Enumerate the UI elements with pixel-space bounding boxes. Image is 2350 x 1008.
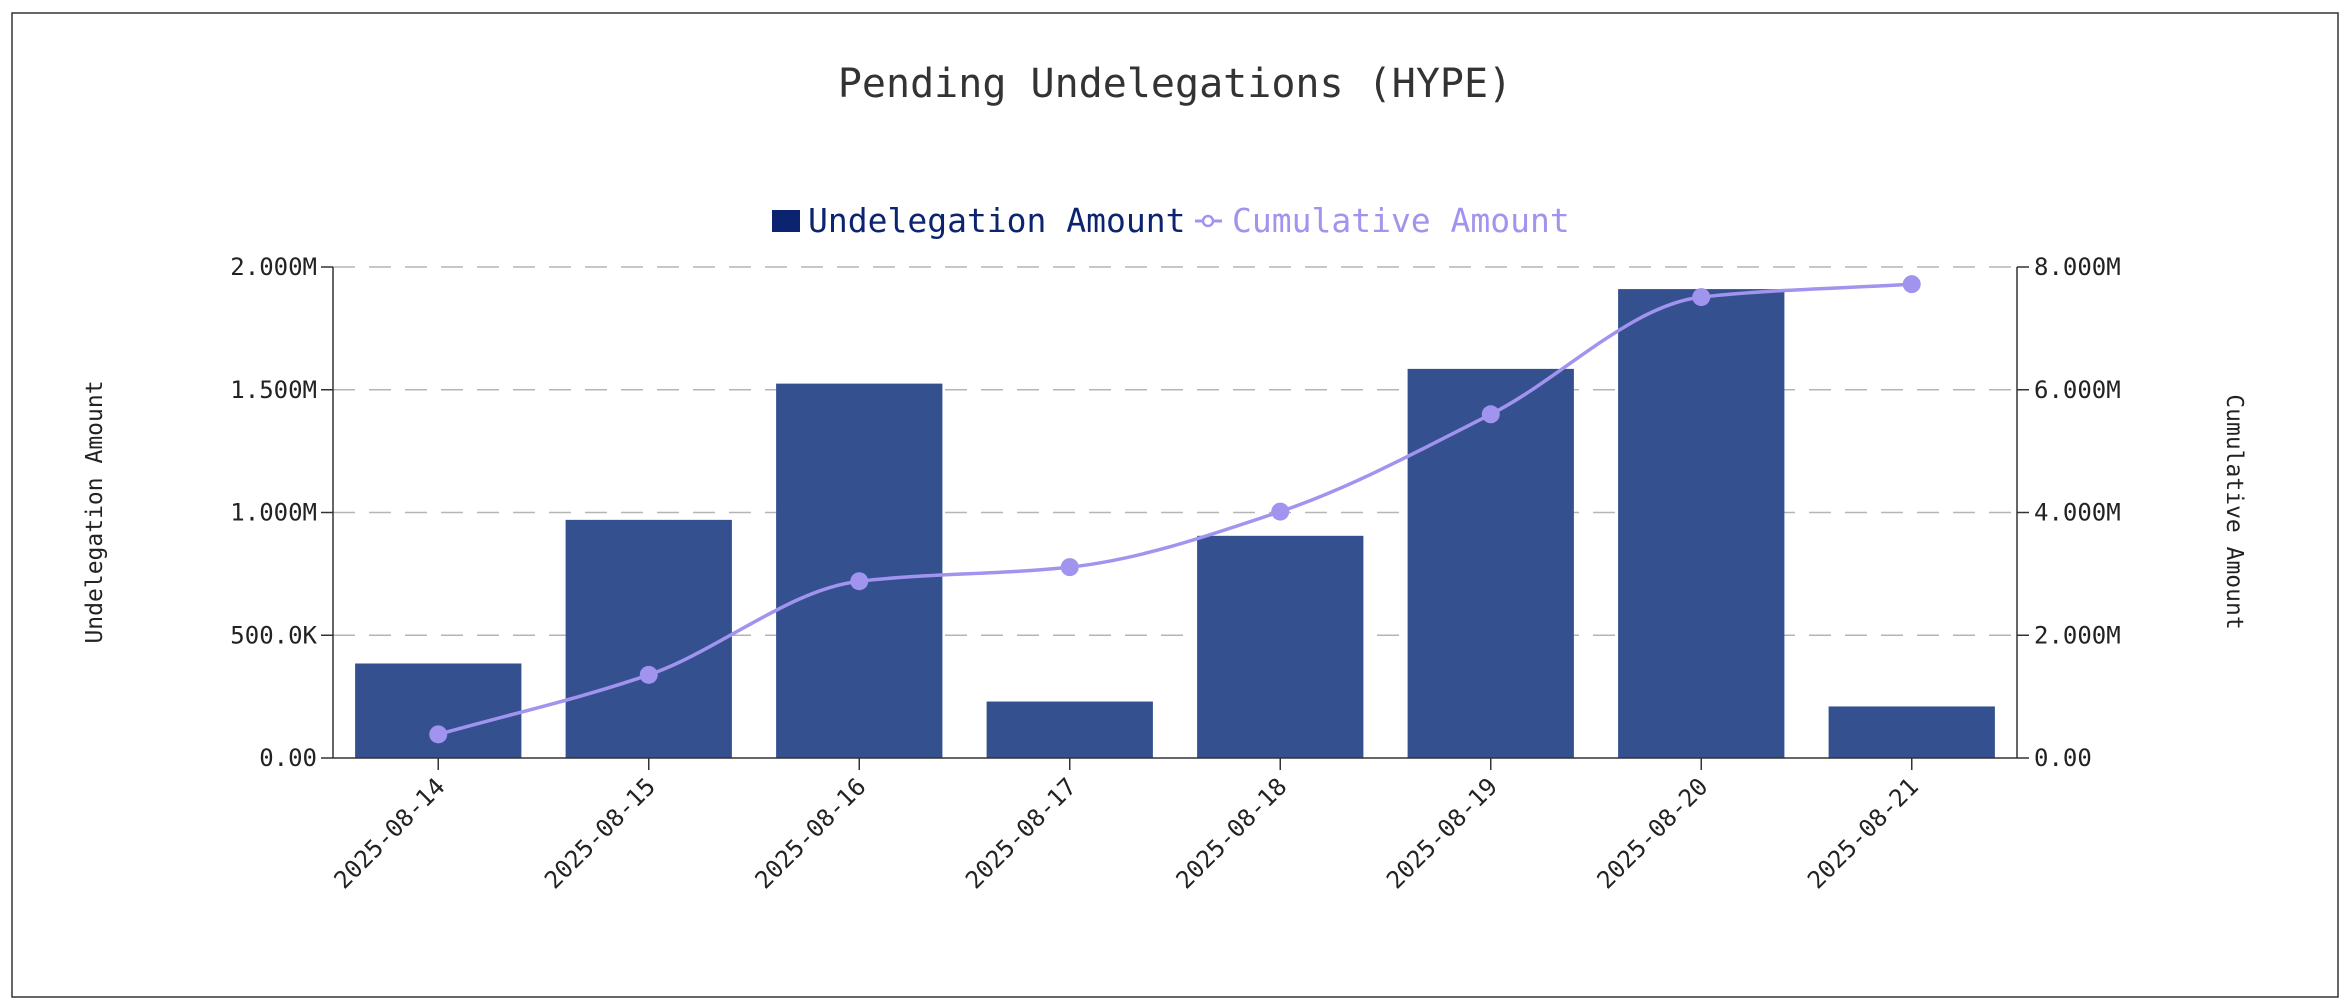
y-left-tick-label: 500.0K [230, 621, 317, 649]
y-left-tick-label: 1.000M [230, 499, 317, 527]
y-left-axis-title: Undelegation Amount [82, 380, 108, 643]
bar[interactable] [565, 519, 732, 758]
y-right-tick-label: 6.000M [2034, 376, 2121, 404]
x-tick-label: 2025-08-15 [539, 772, 661, 894]
legend-label: Cumulative Amount [1232, 201, 1570, 240]
bar[interactable] [1407, 368, 1574, 758]
axes: 0.00 500.0K 1.000M 1.500M 2.000M 0.00 2.000M 4.… [230, 253, 2120, 894]
y-left-tick-label: 1.500M [230, 376, 317, 404]
y-right-tick-label: 4.000M [2034, 499, 2121, 527]
bar[interactable] [1828, 706, 1995, 758]
legend-swatch [772, 210, 800, 232]
y-right-tick-label: 0.00 [2034, 744, 2092, 772]
cumulative-point[interactable] [1902, 275, 1921, 294]
bar[interactable] [776, 383, 943, 758]
chart-title: Pending Undelegations (HYPE) [838, 61, 1512, 107]
bar[interactable] [1618, 289, 1785, 758]
grid-lines [333, 266, 2017, 636]
y-left-tick-label: 2.000M [230, 253, 317, 281]
y-right-tick-label: 8.000M [2034, 253, 2121, 281]
cumulative-point[interactable] [1481, 405, 1500, 424]
bar[interactable] [986, 701, 1153, 758]
x-tick-label: 2025-08-18 [1171, 772, 1293, 894]
legend-item-undelegation[interactable]: Undelegation Amount [772, 201, 1186, 240]
y-left-tick-label: 0.00 [259, 744, 317, 772]
x-tick-label: 2025-08-14 [329, 772, 451, 894]
x-tick-label: 2025-08-17 [960, 772, 1082, 894]
legend-label: Undelegation Amount [808, 201, 1186, 240]
cumulative-point[interactable] [1060, 558, 1079, 577]
legend[interactable]: Undelegation Amount Cumulative Amount [772, 201, 1570, 240]
x-tick-label: 2025-08-20 [1592, 772, 1714, 894]
cumulative-point[interactable] [1271, 502, 1290, 521]
cumulative-point[interactable] [1692, 288, 1711, 307]
x-tick-label: 2025-08-16 [750, 772, 872, 894]
chart-frame [11, 12, 2339, 998]
bar[interactable] [1197, 535, 1364, 758]
y-right-axis-title: Cumulative Amount [2221, 394, 2247, 629]
cumulative-point[interactable] [850, 572, 869, 591]
line-series [429, 275, 1921, 744]
cumulative-line [437, 282, 1912, 737]
bar[interactable] [355, 663, 522, 758]
cumulative-point[interactable] [639, 665, 658, 684]
x-tick-label: 2025-08-21 [1802, 772, 1924, 894]
legend-marker [1201, 214, 1215, 228]
x-tick-label: 2025-08-19 [1381, 772, 1503, 894]
legend-item-cumulative[interactable]: Cumulative Amount [1195, 201, 1570, 240]
cumulative-point[interactable] [429, 725, 448, 744]
y-right-tick-label: 2.000M [2034, 621, 2121, 649]
bar-series [355, 289, 1995, 758]
